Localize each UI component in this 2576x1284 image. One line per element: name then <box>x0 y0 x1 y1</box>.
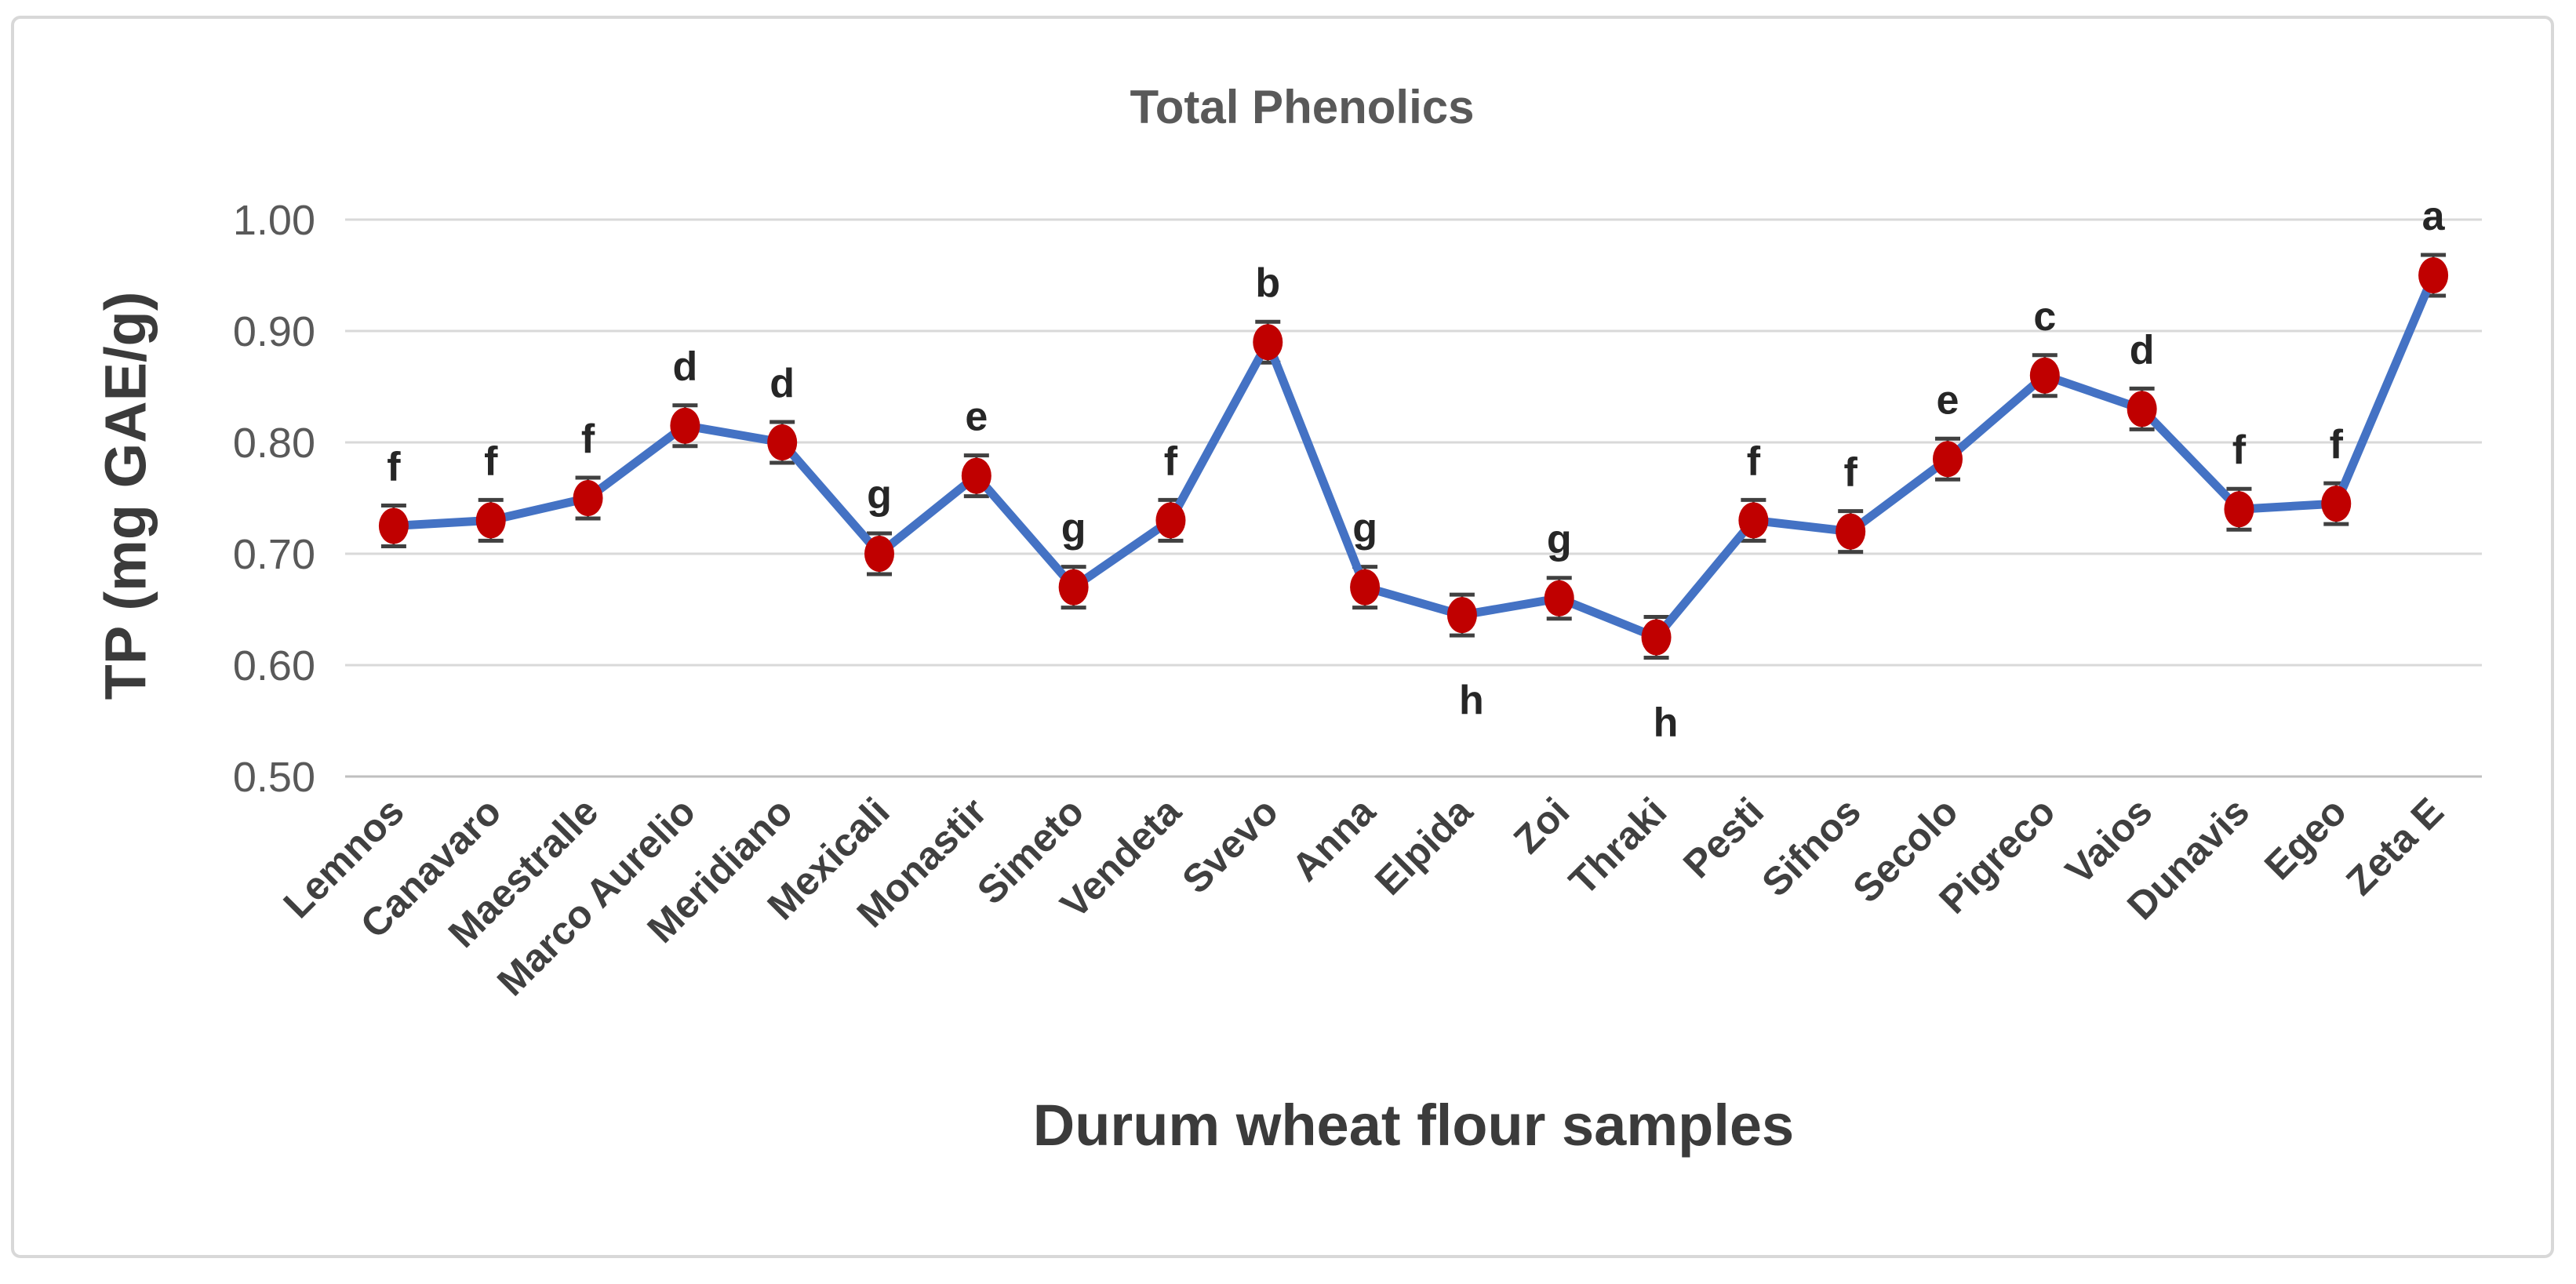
sig-letter: d <box>770 361 795 406</box>
category-label: Zoi <box>1505 789 1578 862</box>
sig-letter: f <box>2330 422 2344 467</box>
x-axis-title: Durum wheat flour samples <box>1032 1093 1795 1158</box>
data-point-marker <box>2029 357 2060 394</box>
data-point-marker <box>1446 597 1477 634</box>
data-point-marker <box>2127 391 2157 427</box>
sig-letter: f <box>2232 427 2247 473</box>
sig-letter: e <box>1937 377 1959 423</box>
y-tick-label: 0.70 <box>233 531 315 578</box>
sig-letter: b <box>1255 260 1280 306</box>
data-point-marker <box>1933 441 1963 478</box>
data-point-marker <box>2418 257 2449 293</box>
data-point-marker <box>767 424 798 460</box>
series-line <box>389 271 2438 642</box>
category-label: Zeta E <box>2338 789 2452 904</box>
y-tick-label: 0.80 <box>233 420 315 467</box>
data-point-marker <box>670 407 700 444</box>
data-point-marker <box>573 480 603 516</box>
sig-letter: a <box>2422 194 2446 239</box>
sig-letter: f <box>1844 450 1858 496</box>
chart-title: Total Phenolics <box>1130 81 1475 133</box>
category-label: Elpida <box>1366 788 1482 904</box>
sig-letter: d <box>672 344 697 390</box>
sig-letter: f <box>484 438 498 484</box>
data-point-marker <box>378 507 409 544</box>
sig-letter: h <box>1459 678 1484 723</box>
y-tick-label: 0.60 <box>233 642 315 689</box>
data-point-marker <box>1155 502 1186 539</box>
sig-letter: h <box>1654 700 1679 746</box>
y-tick-label: 0.90 <box>233 308 315 355</box>
y-tick-label: 0.50 <box>233 754 315 801</box>
data-point-marker <box>1350 569 1381 606</box>
data-point-marker <box>1253 324 1283 361</box>
sig-letter: g <box>1061 506 1086 551</box>
category-label: Thraki <box>1561 789 1675 904</box>
y-axis-title: TP (mg GAE/g) <box>93 291 158 700</box>
sig-letter: g <box>1352 506 1377 551</box>
sig-letter: d <box>2130 327 2155 373</box>
sig-letter: e <box>965 395 988 440</box>
sig-letter: f <box>1164 438 1178 484</box>
data-point-marker <box>475 502 506 539</box>
y-tick-label: 1.00 <box>233 197 315 244</box>
data-point-marker <box>1544 580 1574 617</box>
data-point-marker <box>1738 502 1769 539</box>
sig-letter: f <box>387 445 401 490</box>
data-point-marker <box>1058 569 1089 606</box>
sig-letter: c <box>2033 294 2056 340</box>
data-point-marker <box>1836 513 1866 550</box>
chart-frame <box>11 16 2554 1258</box>
data-point-marker <box>2321 486 2352 522</box>
category-label: Svevo <box>1173 789 1286 902</box>
sig-letter: g <box>867 472 892 518</box>
data-point-marker <box>2224 491 2254 528</box>
data-point-marker <box>864 536 894 572</box>
data-point-marker <box>1641 619 1672 656</box>
sig-letter: g <box>1547 517 1572 562</box>
sig-letter: f <box>581 416 595 462</box>
sig-letter: f <box>1747 438 1761 484</box>
data-point-marker <box>961 457 991 494</box>
